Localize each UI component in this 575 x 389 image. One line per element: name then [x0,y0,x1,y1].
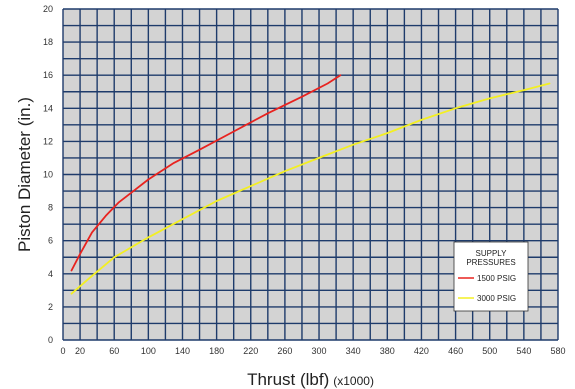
y-axis-title: Piston Diameter (in.) [15,97,34,252]
x-tick-label: 140 [175,346,190,356]
x-tick-label: 180 [209,346,224,356]
legend-title-line-2: PRESSURES [466,258,515,267]
y-tick-label: 4 [48,269,53,279]
x-axis-label: Thrust (lbf) [247,370,329,389]
x-tick-label: 220 [243,346,258,356]
x-tick-label: 60 [109,346,119,356]
y-tick-label: 20 [43,4,53,14]
y-tick-label: 18 [43,37,53,47]
x-tick-label: 0 [60,346,65,356]
x-tick-label: 580 [550,346,565,356]
x-axis-unit: (x1000) [333,374,374,388]
legend-box [453,241,529,312]
legend-label-1500-psig: 1500 PSIG [477,274,516,283]
x-tick-label: 380 [380,346,395,356]
x-tick-label: 260 [277,346,292,356]
y-tick-label: 0 [48,335,53,345]
y-tick-label: 10 [43,170,53,180]
y-tick-label: 12 [43,136,53,146]
x-tick-label: 500 [482,346,497,356]
x-tick-label: 100 [141,346,156,356]
x-tick-label: 340 [346,346,361,356]
legend-label-3000-psig: 3000 PSIG [477,294,516,303]
legend-title-line-1: SUPPLY [476,249,508,258]
x-tick-label: 460 [448,346,463,356]
y-tick-label: 8 [48,203,53,213]
y-axis-ticks: 0 2 4 6 8 10 12 14 16 18 20 [43,4,53,345]
y-tick-label: 6 [48,236,53,246]
y-tick-label: 16 [43,70,53,80]
x-tick-label: 420 [414,346,429,356]
y-tick-label: 14 [43,103,53,113]
y-tick-label: 2 [48,302,53,312]
legend: SUPPLY PRESSURES 1500 PSIG 3000 PSIG [453,241,529,312]
series-line-3000-psig [70,82,551,295]
series-layer [70,74,551,295]
x-axis-title: Thrust (lbf) (x1000) [247,370,374,389]
x-tick-label: 20 [75,346,85,356]
x-tick-label: 540 [516,346,531,356]
x-axis-ticks: 0 20 60 100 140 180 220 260 300 340 380 420 460 500 54… [60,346,565,356]
x-tick-label: 300 [312,346,327,356]
series-line-1500-psig [70,74,342,272]
